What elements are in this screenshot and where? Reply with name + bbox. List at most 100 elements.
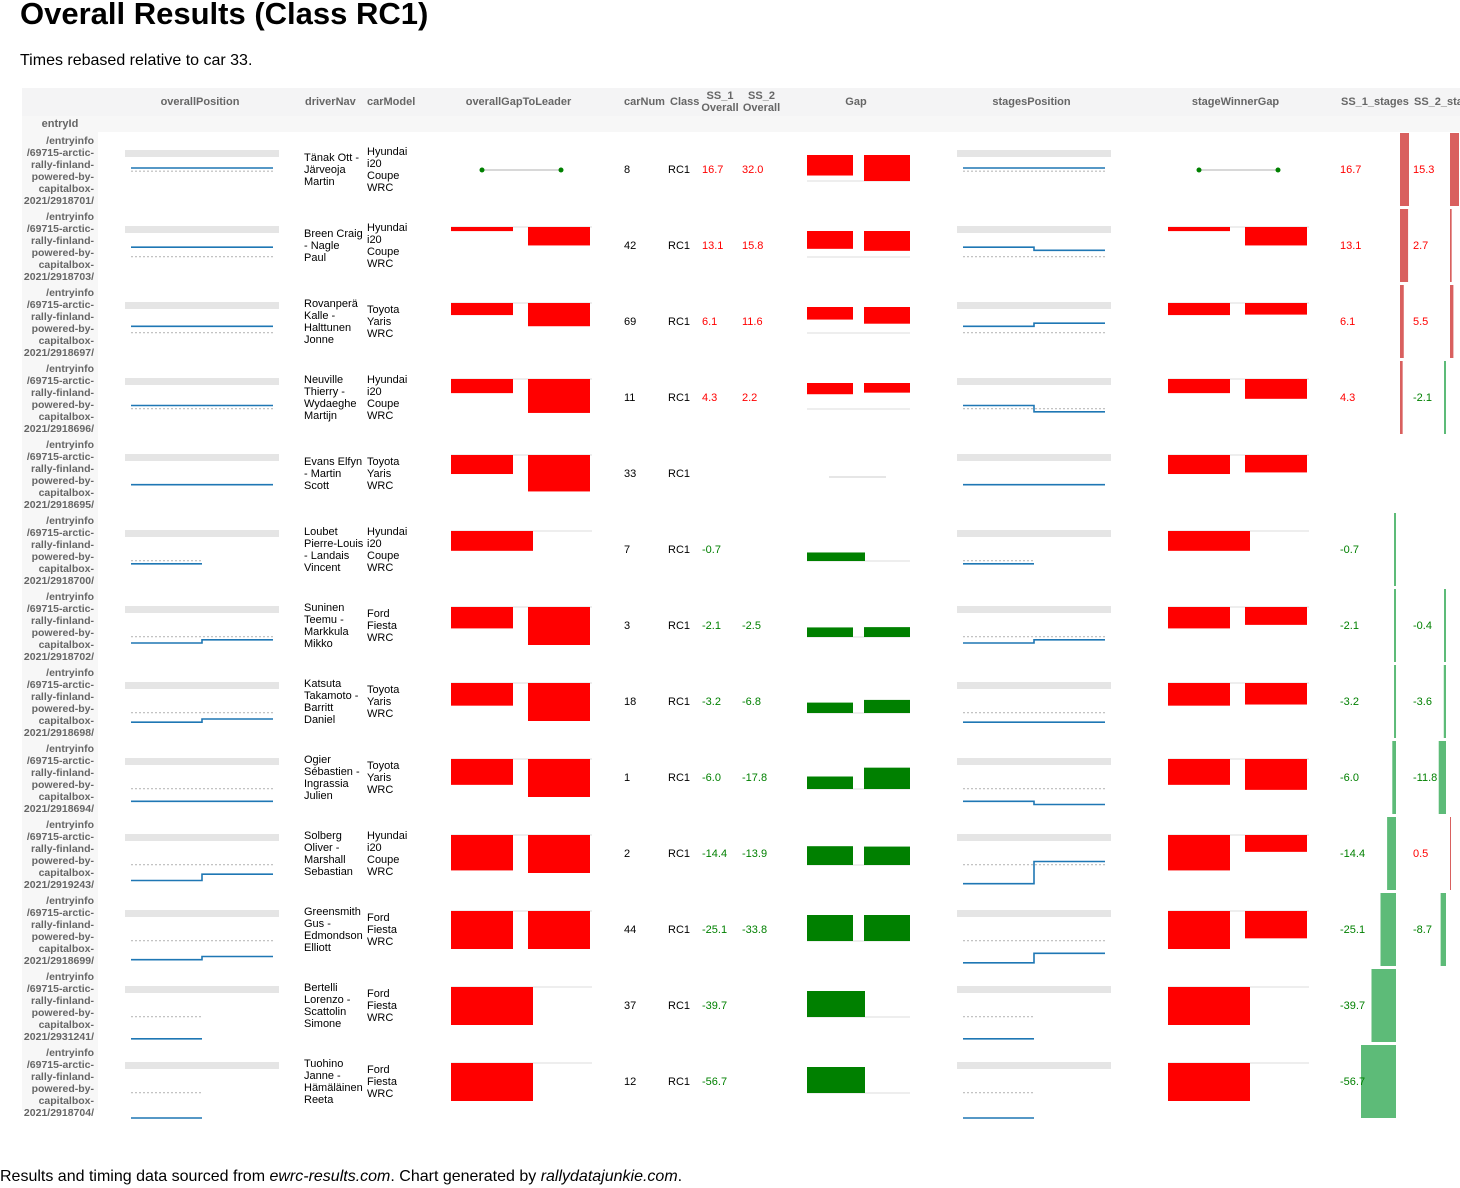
entry-id: /entryinfo [46, 135, 94, 147]
stage-value: -2.1 [1413, 392, 1432, 404]
entry-id: powered-by- [32, 627, 95, 639]
entry-id: 2021/2918698/ [24, 727, 94, 739]
driver-name: Scattolin [304, 1006, 346, 1018]
gap-bar [807, 702, 853, 713]
stage-value: -11.8 [1413, 772, 1437, 784]
gap-bar [1168, 303, 1230, 316]
gap-bars [807, 699, 910, 714]
ss1-stage-cell [1400, 209, 1409, 282]
entry-id: capitalbox- [39, 183, 95, 195]
gap-bars [807, 1067, 910, 1094]
ss2-overall-value: 15.8 [742, 240, 763, 252]
column-header: stagesPosition [992, 96, 1071, 108]
gap-bar [864, 767, 910, 789]
header-subrow-bg [22, 116, 1460, 132]
gap-bar [807, 846, 853, 865]
entry-id: powered-by- [32, 323, 95, 335]
car-model: Ford [367, 608, 390, 620]
entry-id: powered-by- [32, 171, 95, 183]
stage-bar [1440, 893, 1446, 966]
gap-bar [451, 911, 513, 949]
ss1-stage-cell [1394, 513, 1396, 586]
spark-line [131, 873, 273, 882]
header-row-bg [22, 88, 1460, 116]
car-model: Ford [367, 988, 390, 1000]
spark-line [963, 246, 1105, 252]
entry-id: 2021/2918702/ [24, 651, 94, 663]
gap-bar [528, 683, 590, 721]
entry-id: powered-by- [32, 703, 95, 715]
entry-id: /69715-arctic- [27, 603, 95, 615]
footer-generator-link[interactable]: rallydatajunkie.com [540, 1168, 678, 1185]
stages-position-sparkline [957, 606, 1111, 644]
column-header: overallPosition [161, 96, 240, 108]
ss1-stage-cell [1371, 969, 1396, 1042]
entry-id: 2021/2918697/ [24, 347, 94, 359]
driver-name: Suninen [304, 602, 344, 614]
gap-bar [1245, 683, 1307, 705]
entry-id: powered-by- [32, 1083, 95, 1095]
spark-line [131, 639, 273, 644]
gap-bar [451, 303, 513, 316]
driver-name: Mikko [304, 638, 333, 650]
gap-bar [528, 759, 590, 797]
overall-gap-bars [451, 682, 592, 721]
entry-id: capitalbox- [39, 639, 95, 651]
ss2-stage-cell [1438, 741, 1446, 814]
driver-name: Greensmith [304, 906, 361, 918]
ss1-overall-value: -6.0 [702, 772, 721, 784]
stage-bar [1400, 133, 1409, 206]
car-model: Ford [367, 1064, 390, 1076]
entry-id: rally-finland- [31, 843, 95, 855]
ss2-stage-cell [1440, 893, 1446, 966]
gap-bar [864, 699, 910, 713]
stages-position-sparkline [957, 758, 1111, 806]
overall-position-sparkline [125, 910, 279, 961]
entry-id: rally-finland- [31, 387, 95, 399]
spark-line [963, 322, 1105, 328]
stage-value: 0.5 [1413, 848, 1428, 860]
driver-name: Martin [304, 176, 335, 188]
car-number: 18 [624, 696, 636, 708]
driver-name: Vincent [304, 562, 341, 574]
stage-value: -3.2 [1340, 696, 1359, 708]
stage-value: -3.6 [1413, 696, 1432, 708]
entry-id: rally-finland- [31, 767, 95, 779]
driver-name: Ogier [304, 754, 331, 766]
car-number: 12 [624, 1076, 636, 1088]
gap-bar [807, 1067, 865, 1093]
gap-bar [451, 607, 513, 629]
stage-value: -0.7 [1340, 544, 1359, 556]
overall-gap-bars [451, 454, 592, 492]
car-model: Hyundai [367, 526, 407, 538]
gap-bar [807, 991, 865, 1017]
entry-id: 2021/2931241/ [24, 1031, 94, 1043]
gap-bar [807, 155, 853, 176]
page-title: Overall Results (Class RC1) [20, 0, 429, 31]
driver-name: Janne - [304, 1070, 341, 1082]
stage-bar [1444, 361, 1446, 434]
gap-bar [528, 607, 590, 645]
overall-position-sparkline [125, 758, 279, 803]
car-model: Coupe [367, 170, 399, 182]
stage-winner-gap-bars [1168, 530, 1309, 551]
gap-bar [451, 759, 513, 785]
stages-position-sparkline [957, 1062, 1111, 1119]
car-model: i20 [367, 842, 382, 854]
footer-source-link[interactable]: ewrc-results.com [269, 1168, 391, 1185]
gap-bars [807, 991, 910, 1018]
gap-bar [1245, 607, 1307, 625]
gap-bar [528, 379, 590, 413]
spark-band [125, 682, 279, 689]
gap-bar [1245, 303, 1307, 315]
ss2-stage-cell [1444, 361, 1446, 434]
car-model: Coupe [367, 550, 399, 562]
spark-band [125, 758, 279, 765]
gap-bar [451, 987, 533, 1025]
gap-bars [807, 155, 910, 182]
stage-bar [1380, 893, 1396, 966]
spark-line [963, 860, 1105, 885]
driver-name: Bertelli [304, 982, 338, 994]
class-label: RC1 [668, 696, 690, 708]
stages-position-sparkline [957, 378, 1111, 413]
